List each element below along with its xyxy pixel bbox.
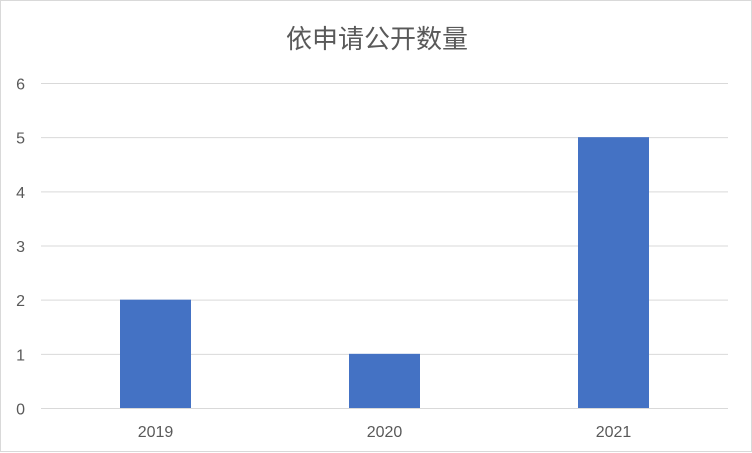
- y-tick-label: 5: [16, 131, 25, 148]
- y-tick-label: 2: [16, 293, 25, 310]
- x-tick-label: 2021: [596, 424, 632, 441]
- bar-2019: [120, 299, 191, 408]
- y-tick-label: 6: [16, 77, 25, 94]
- chart-title: 依申请公开数量: [286, 24, 468, 54]
- y-tick-label: 0: [16, 402, 25, 419]
- bar-2021: [578, 137, 649, 408]
- y-tick-label: 3: [16, 239, 25, 256]
- x-tick-label: 2020: [367, 424, 403, 441]
- y-tick-label: 1: [16, 347, 25, 364]
- x-tick-label: 2019: [138, 424, 174, 441]
- bar-2020: [349, 353, 420, 408]
- y-tick-label: 4: [16, 185, 25, 202]
